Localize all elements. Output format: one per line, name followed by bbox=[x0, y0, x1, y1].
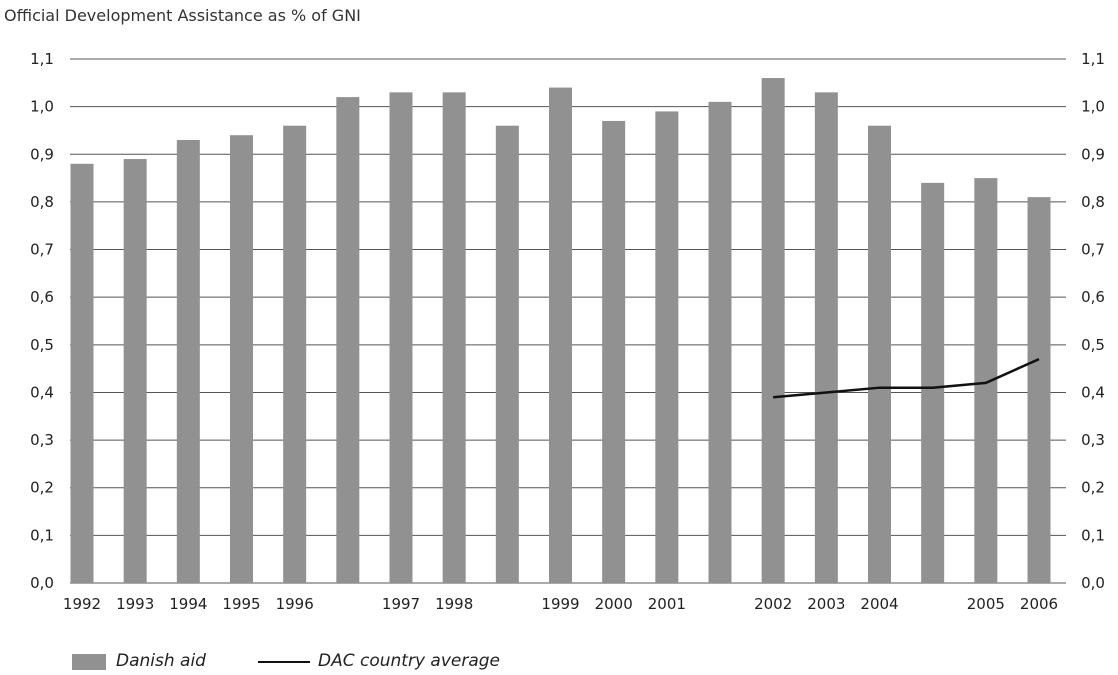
x-tick-label: 2003 bbox=[807, 595, 845, 613]
bar-danish-aid bbox=[336, 97, 360, 583]
y-tick-label-right: 0,2 bbox=[1081, 479, 1105, 497]
x-tick-label: 2000 bbox=[595, 595, 633, 613]
y-axis-left-labels: 0,0 0,1 0,2 0,3 0,4 0,5 0,6 0,7 0,8 0,9 1,0 1,1 bbox=[30, 50, 54, 592]
x-tick-label: 2004 bbox=[860, 595, 898, 613]
bar-danish-aid bbox=[602, 120, 626, 583]
y-tick-label-right: 0,7 bbox=[1081, 241, 1105, 259]
bar-danish-aid bbox=[230, 135, 253, 583]
y-tick-label-left: 0,7 bbox=[30, 241, 54, 259]
y-axis-right-labels: 0,0 0,1 0,2 0,3 0,4 0,5 0,6 0,7 0,8 0,9 1,0 1,1 bbox=[1081, 50, 1105, 592]
y-tick-label-left: 1,1 bbox=[30, 50, 54, 68]
x-axis-labels: 1992 1993 1994 1995 1996 1997 1998 1999 2000 2001… bbox=[63, 595, 1058, 613]
y-tick-label-right: 0,8 bbox=[1081, 193, 1105, 211]
legend-label-danish-aid: Danish aid bbox=[116, 651, 206, 671]
x-tick-label: 1995 bbox=[222, 595, 260, 613]
y-tick-label-right: 0,5 bbox=[1081, 336, 1105, 354]
x-tick-label: 1998 bbox=[435, 595, 473, 613]
y-tick-label-left: 0,0 bbox=[30, 574, 54, 592]
x-tick-label: 1996 bbox=[276, 595, 314, 613]
bar-danish-aid bbox=[814, 92, 838, 583]
x-tick-label: 1997 bbox=[382, 595, 420, 613]
line-series bbox=[773, 357, 1040, 399]
bar-danish-aid bbox=[495, 125, 519, 583]
bar-danish-aid bbox=[761, 78, 785, 584]
x-tick-label: 2001 bbox=[648, 595, 686, 613]
legend-swatch-dac-average bbox=[258, 661, 310, 663]
x-tick-label: 1992 bbox=[63, 595, 101, 613]
legend-swatch-danish-aid bbox=[72, 654, 106, 670]
bar-danish-aid bbox=[655, 111, 679, 584]
y-tick-label-right: 0,9 bbox=[1081, 145, 1105, 163]
chart-canvas: 0,0 0,1 0,2 0,3 0,4 0,5 0,6 0,7 0,8 0,9 1,0 1,1 0,0… bbox=[30, 50, 1105, 613]
y-tick-label-right: 1,1 bbox=[1081, 50, 1105, 68]
bar-danish-aid bbox=[921, 182, 945, 583]
bar-danish-aid bbox=[549, 87, 572, 583]
x-tick-label: 2002 bbox=[754, 595, 792, 613]
bar-danish-aid bbox=[389, 92, 413, 583]
bar-danish-aid bbox=[283, 125, 307, 583]
x-tick-label: 2006 bbox=[1020, 595, 1058, 613]
bar-danish-aid bbox=[123, 159, 147, 583]
y-tick-label-left: 0,5 bbox=[30, 336, 54, 354]
x-tick-label: 1993 bbox=[116, 595, 154, 613]
y-tick-label-left: 1,0 bbox=[30, 98, 54, 116]
y-tick-label-left: 0,3 bbox=[30, 431, 54, 449]
y-tick-label-left: 0,9 bbox=[30, 145, 54, 163]
y-tick-label-right: 0,4 bbox=[1081, 383, 1105, 401]
y-tick-label-right: 0,3 bbox=[1081, 431, 1105, 449]
bar-danish-aid bbox=[1027, 197, 1051, 584]
bar-danish-aid bbox=[708, 101, 732, 583]
x-tick-label: 1994 bbox=[169, 595, 207, 613]
bars bbox=[70, 78, 1051, 584]
y-tick-label-left: 0,8 bbox=[30, 193, 54, 211]
line-dac-country-average bbox=[773, 357, 1040, 399]
y-tick-label-right: 0,1 bbox=[1081, 526, 1105, 544]
y-tick-label-left: 0,2 bbox=[30, 479, 54, 497]
y-tick-label-left: 0,4 bbox=[30, 383, 54, 401]
y-tick-label-left: 0,6 bbox=[30, 288, 54, 306]
y-tick-label-left: 0,1 bbox=[30, 526, 54, 544]
y-tick-label-right: 0,0 bbox=[1081, 574, 1105, 592]
x-tick-label: 1999 bbox=[541, 595, 579, 613]
bar-danish-aid bbox=[442, 92, 466, 583]
chart-title: Official Development Assistance as % of … bbox=[4, 6, 361, 25]
x-tick-label: 2005 bbox=[967, 595, 1005, 613]
bar-danish-aid bbox=[70, 163, 94, 584]
bar-danish-aid bbox=[176, 139, 200, 583]
legend-label-dac-average: DAC country average bbox=[318, 651, 501, 671]
bar-danish-aid bbox=[974, 178, 998, 583]
y-tick-label-right: 1,0 bbox=[1081, 98, 1105, 116]
y-tick-label-right: 0,6 bbox=[1081, 288, 1105, 306]
bar-danish-aid bbox=[868, 125, 891, 583]
